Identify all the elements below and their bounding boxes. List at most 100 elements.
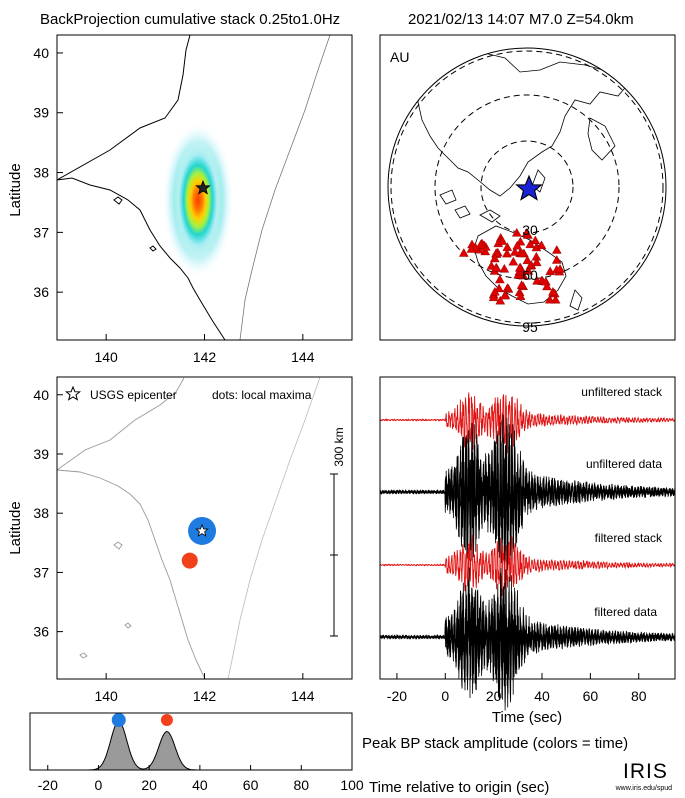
island-outline bbox=[149, 245, 157, 252]
continent-outline bbox=[587, 117, 616, 161]
maxima-map-ytick-label: 40 bbox=[33, 387, 49, 403]
bp-peak-dot bbox=[111, 713, 126, 727]
figure-title: BackProjection cumulative stack 0.25to1.… bbox=[40, 11, 340, 28]
bp-xtick-label: 20 bbox=[141, 777, 157, 793]
bp-xtick-label: 80 bbox=[294, 777, 310, 793]
bp-map-xtick-label: 142 bbox=[193, 349, 217, 365]
trace-label-unfiltered-stack: unfiltered stack bbox=[581, 385, 663, 399]
station-marker bbox=[523, 265, 534, 275]
station-marker bbox=[542, 281, 552, 291]
bp-map-panel: 140 142 144 36 37 38 39 40 Latitude bbox=[7, 34, 353, 365]
iris-logo: IRIS www.iris.edu/spud bbox=[615, 760, 673, 792]
maxima-map-xtick-label: 140 bbox=[94, 688, 118, 704]
bp-map-ytick-label: 39 bbox=[33, 105, 49, 121]
distance-ring-95 bbox=[390, 50, 664, 324]
maxima-map-ytick-label: 37 bbox=[33, 564, 49, 580]
station-marker bbox=[525, 239, 536, 249]
coastline bbox=[57, 35, 226, 340]
station-marker bbox=[521, 228, 532, 237]
network-label: AU bbox=[390, 49, 409, 65]
bp-xtick-label: 100 bbox=[340, 777, 364, 793]
island-outline bbox=[124, 622, 132, 629]
traces-xtick-label: 40 bbox=[534, 688, 550, 704]
traces-panel: -20 0 20 40 60 80 unfiltered stack unfiltered… bbox=[379, 376, 676, 726]
continent-outline bbox=[454, 205, 471, 219]
station-marker bbox=[495, 274, 505, 284]
station-marker bbox=[517, 248, 527, 258]
island-outline bbox=[113, 196, 123, 205]
station-marker bbox=[514, 262, 525, 272]
traces-frame bbox=[379, 376, 676, 680]
maxima-map-panel: 140 142 144 36 37 38 39 40 Latitude USGS epicen… bbox=[7, 376, 353, 704]
station-marker bbox=[500, 290, 510, 300]
legend-epicenter-label: USGS epicenter bbox=[90, 388, 177, 402]
station-marker bbox=[511, 227, 522, 237]
traces-xtick-label: 20 bbox=[486, 688, 502, 704]
epicenter-star bbox=[195, 179, 211, 195]
station-marker bbox=[475, 239, 486, 249]
station-marker bbox=[512, 240, 523, 250]
maxima-map-xtick-label: 142 bbox=[193, 688, 217, 704]
scale-bar bbox=[330, 473, 338, 637]
local-maximum-dot bbox=[181, 552, 198, 569]
station-marker bbox=[555, 264, 565, 273]
traces-xtick-label: -20 bbox=[387, 688, 407, 704]
maxima-map-ytick-label: 38 bbox=[33, 505, 49, 521]
station-marker bbox=[531, 257, 542, 267]
globe-frame bbox=[379, 34, 676, 341]
trace-label-unfiltered-data: unfiltered data bbox=[586, 457, 662, 471]
station-marker bbox=[502, 283, 513, 292]
station-globe-panel: AU 30 60 95 bbox=[379, 34, 676, 341]
traces-xtick-label: 60 bbox=[583, 688, 599, 704]
station-marker bbox=[545, 266, 556, 276]
station-marker bbox=[548, 286, 558, 296]
bp-amplitude-frame bbox=[29, 712, 353, 771]
bp-map-ytick-label: 37 bbox=[33, 224, 49, 240]
iris-url: www.iris.edu/spud bbox=[615, 785, 673, 792]
station-marker bbox=[499, 263, 510, 273]
legend-star-icon bbox=[64, 385, 82, 401]
station-marker bbox=[530, 235, 541, 245]
bp-map-xtick-label: 140 bbox=[94, 349, 118, 365]
bp-xtick-label: 0 bbox=[95, 777, 103, 793]
bp-peak-dot bbox=[160, 714, 173, 726]
bp-amplitude-area bbox=[85, 720, 213, 771]
station-marker bbox=[466, 244, 477, 253]
continent-outline bbox=[531, 169, 546, 193]
station-marker bbox=[522, 255, 533, 265]
traces-xtick-label: 80 bbox=[631, 688, 647, 704]
station-marker bbox=[502, 248, 512, 258]
bp-energy-core bbox=[174, 142, 222, 258]
continent-outline bbox=[417, 51, 631, 197]
station-marker bbox=[490, 286, 500, 296]
station-marker bbox=[489, 253, 500, 263]
continent-outline bbox=[439, 189, 457, 205]
maxima-map-ylabel: Latitude bbox=[7, 501, 24, 554]
maxima-map-ytick-label: 36 bbox=[33, 624, 49, 640]
globe-outline bbox=[387, 47, 667, 327]
bp-amplitude-panel: -20 0 20 40 60 80 100 Peak BP stack amplitude … bbox=[29, 712, 628, 796]
bp-map-ylabel: Latitude bbox=[7, 163, 24, 216]
ring-label-60: 60 bbox=[522, 267, 538, 283]
station-marker bbox=[458, 248, 469, 257]
continent-outline bbox=[569, 289, 583, 311]
bp-map-ytick-label: 40 bbox=[33, 45, 49, 61]
station-marker bbox=[488, 292, 499, 302]
prefecture-border bbox=[239, 35, 331, 340]
bp-xtick-label: 60 bbox=[243, 777, 259, 793]
trace-label-filtered-data: filtered data bbox=[594, 605, 657, 619]
maxima-epicenter-star bbox=[195, 523, 209, 537]
bp-map-ytick-label: 38 bbox=[33, 165, 49, 181]
maxima-map-xtick-label: 144 bbox=[291, 688, 315, 704]
station-marker bbox=[516, 280, 527, 289]
unfiltered-stack-trace bbox=[379, 392, 676, 454]
station-marker bbox=[494, 283, 504, 293]
traces-xlabel: Time (sec) bbox=[492, 709, 562, 726]
iris-logo-text: IRIS bbox=[623, 760, 668, 783]
bp-xtick-label: 40 bbox=[192, 777, 208, 793]
scale-bar-label: 300 km bbox=[332, 427, 346, 466]
station-marker bbox=[491, 262, 501, 272]
station-marker bbox=[497, 236, 508, 245]
filtered-stack-trace bbox=[380, 534, 675, 597]
